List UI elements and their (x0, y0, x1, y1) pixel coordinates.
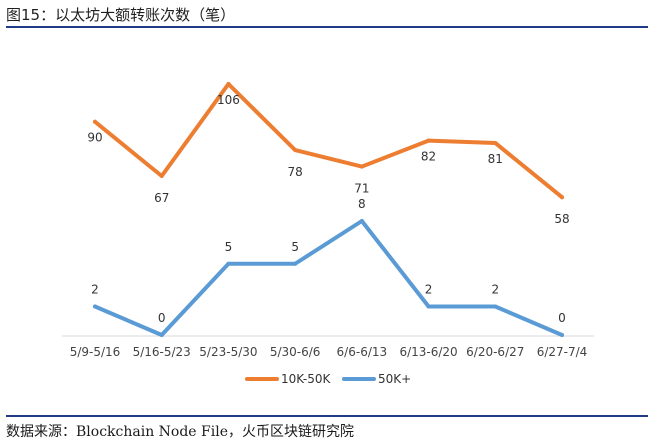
data-label-blue: 5 (291, 240, 299, 254)
data-label-blue: 2 (425, 283, 433, 297)
x-tick-label: 5/30-6/6 (270, 345, 321, 359)
data-label-orange: 82 (421, 150, 436, 164)
data-label-blue: 2 (491, 283, 499, 297)
x-tick-label: 6/13-6/20 (399, 345, 457, 359)
data-point-orange (293, 148, 298, 153)
data-point-blue (359, 219, 364, 223)
data-point-blue (493, 304, 498, 309)
data-point-orange (426, 138, 431, 143)
footer-rule (6, 415, 648, 417)
x-tick-label: 5/23-5/30 (199, 345, 257, 359)
legend-label-blue: 50K+ (378, 372, 411, 386)
series-line-orange (93, 82, 564, 200)
data-point-blue (560, 333, 564, 337)
data-label-blue: 5 (225, 240, 233, 254)
x-tick-label: 6/27-7/4 (537, 345, 588, 359)
data-label-blue: 2 (91, 283, 99, 297)
data-point-orange (493, 140, 498, 145)
data-point-orange (359, 164, 364, 169)
figure-title: 图15：以太坊大额转账次数（笔） (6, 6, 236, 24)
data-point-orange (93, 119, 97, 124)
data-label-orange: 106 (217, 93, 240, 107)
data-label-orange: 90 (87, 131, 102, 145)
series-line-blue (93, 219, 564, 337)
x-tick-label: 5/16-5/23 (133, 345, 191, 359)
data-point-orange (226, 82, 231, 86)
data-label-orange: 81 (488, 152, 503, 166)
data-label-blue: 0 (558, 311, 566, 325)
data-point-blue (293, 261, 298, 266)
x-tick-label: 6/6-6/13 (337, 345, 388, 359)
x-tick-label: 6/20-6/27 (466, 345, 524, 359)
data-point-orange (560, 195, 564, 200)
x-tick-labels: 5/9-5/16 5/16-5/23 5/23-5/30 5/30-6/6 6/6-6/… (70, 345, 588, 359)
source-note: 数据来源：Blockchain Node File，火币区块链研究院 (6, 424, 354, 440)
x-tick-label: 5/9-5/16 (70, 345, 121, 359)
data-label-blue: 8 (358, 197, 366, 211)
data-label-orange: 67 (154, 191, 169, 205)
data-label-orange: 71 (354, 182, 369, 196)
data-label-blue: 0 (158, 311, 166, 325)
data-point-orange (159, 174, 164, 178)
data-point-blue (426, 304, 431, 309)
legend: 10K-50K 50K+ (245, 372, 411, 386)
title-rule (6, 26, 648, 28)
data-point-blue (226, 261, 231, 266)
data-label-orange: 58 (554, 212, 569, 226)
data-point-blue (93, 304, 97, 309)
data-point-blue (159, 333, 164, 337)
legend-label-orange: 10K-50K (281, 372, 331, 386)
data-label-orange: 78 (288, 165, 303, 179)
